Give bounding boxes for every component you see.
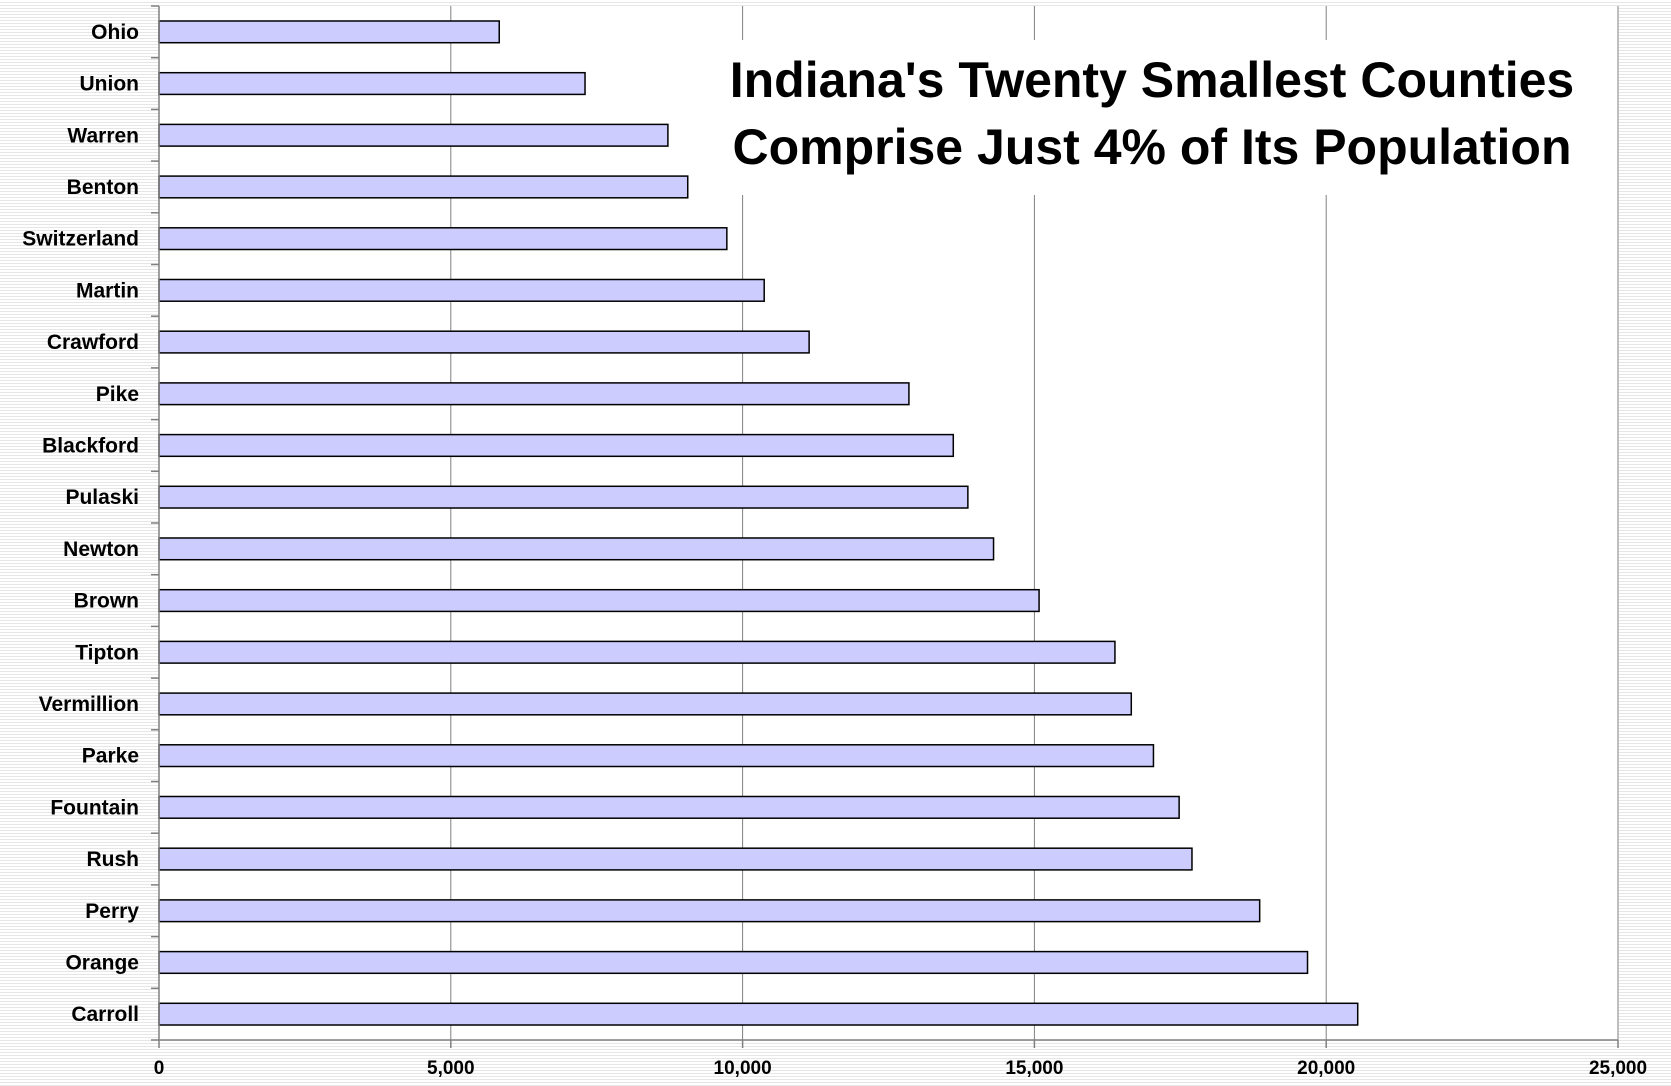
category-label: Perry (85, 900, 139, 923)
category-label: Newton (63, 538, 139, 561)
bar-blackford (158, 433, 955, 458)
category-label: Martin (76, 279, 139, 302)
x-tick-label: 0 (154, 1058, 165, 1079)
bar-vermillion (158, 692, 1133, 716)
bar-crawford (158, 330, 810, 354)
category-label: Pike (96, 383, 139, 406)
title-background (712, 40, 1592, 195)
category-label: Vermillion (39, 693, 139, 716)
category-label: Crawford (47, 331, 139, 354)
category-label: Tipton (75, 641, 139, 664)
x-tick-label: 20,000 (1297, 1058, 1355, 1079)
x-tick-label: 25,000 (1589, 1058, 1647, 1079)
bar-fountain (158, 795, 1180, 819)
category-label: Switzerland (22, 228, 139, 251)
category-label: Blackford (42, 434, 139, 457)
x-axis-ticks (158, 1040, 1619, 1048)
category-label: Ohio (91, 21, 139, 44)
bars (158, 20, 1359, 1026)
bar-switzerland (158, 227, 728, 251)
bar-pulaski (158, 485, 969, 509)
bar-newton (158, 537, 995, 561)
bar-carroll (158, 1002, 1359, 1026)
category-label: Fountain (50, 796, 139, 819)
category-label: Orange (65, 951, 139, 974)
bar-warren (158, 123, 669, 147)
category-label: Pulaski (65, 486, 139, 509)
category-labels: Ohio Union Warren Benton Switzerland Martin Cr… (22, 21, 139, 1026)
chart-title-line-1: Indiana's Twenty Smallest Counties (730, 52, 1574, 108)
category-label: Union (80, 73, 139, 96)
category-label: Brown (74, 590, 139, 613)
bar-parke (158, 744, 1155, 768)
bar-perry (158, 899, 1261, 923)
y-axis-ticks (151, 5, 159, 1041)
chart-title-line-2: Comprise Just 4% of Its Population (733, 119, 1572, 175)
bar-orange (158, 950, 1309, 975)
bar-tipton (158, 640, 1116, 664)
category-label: Parke (82, 745, 139, 768)
bar-ohio (158, 20, 500, 44)
bar-pike (158, 382, 910, 406)
bar-martin (158, 278, 765, 302)
category-label: Carroll (71, 1003, 139, 1026)
category-label: Warren (67, 124, 139, 147)
bar-rush (158, 847, 1193, 871)
category-label: Benton (67, 176, 139, 199)
bar-brown (158, 588, 1040, 613)
x-tick-labels: 0 5,000 10,000 15,000 20,000 25,000 (154, 1058, 1647, 1079)
x-tick-label: 15,000 (1005, 1058, 1063, 1079)
bar-union (158, 71, 586, 96)
x-tick-label: 5,000 (427, 1058, 475, 1079)
bar-benton (158, 175, 689, 199)
category-label: Rush (87, 848, 140, 871)
x-tick-label: 10,000 (714, 1058, 772, 1079)
